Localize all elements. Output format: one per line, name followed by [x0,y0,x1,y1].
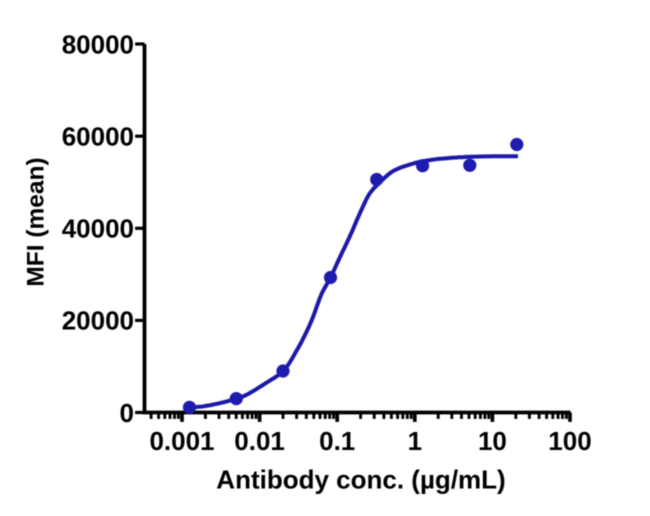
svg-text:1: 1 [408,426,422,456]
svg-text:MFI (mean): MFI (mean) [23,157,50,286]
svg-text:20000: 20000 [62,306,134,336]
svg-text:0.01: 0.01 [234,426,285,456]
svg-text:Antibody conc. (µg/mL): Antibody conc. (µg/mL) [216,465,505,495]
svg-text:60000: 60000 [62,122,134,152]
svg-text:40000: 40000 [62,214,134,244]
svg-text:0: 0 [120,398,134,428]
svg-text:10: 10 [478,426,507,456]
svg-text:0.1: 0.1 [319,426,355,456]
svg-text:100: 100 [548,426,591,456]
svg-text:80000: 80000 [62,29,134,59]
svg-text:0.001: 0.001 [149,426,214,456]
